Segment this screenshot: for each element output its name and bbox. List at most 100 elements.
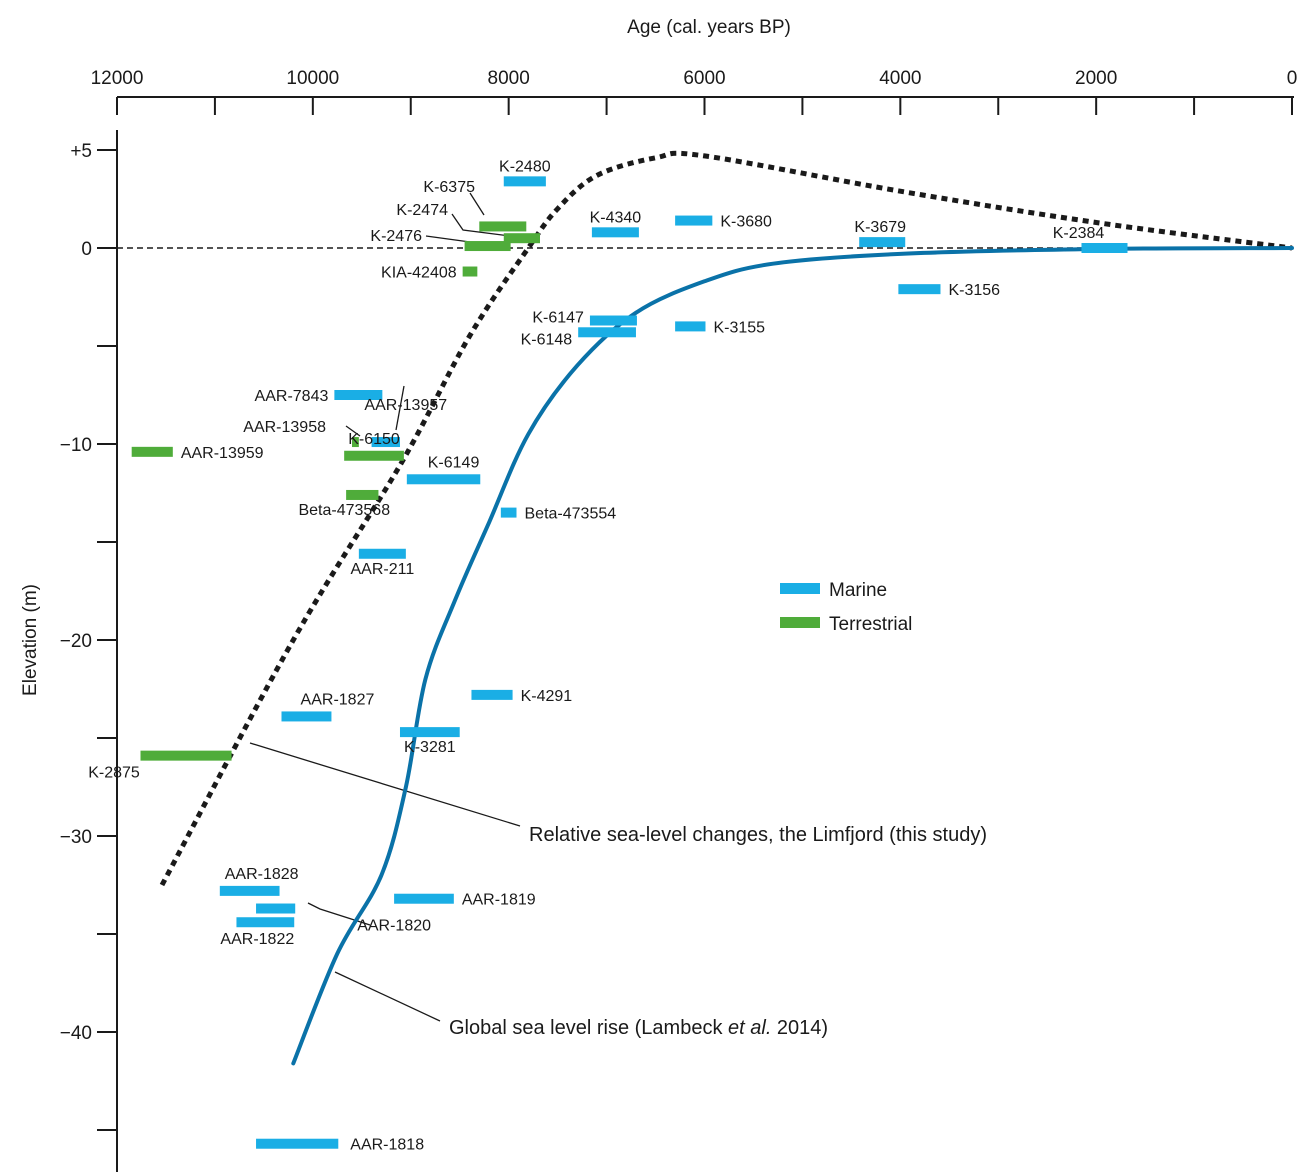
y-tick-label: −20 (60, 631, 92, 652)
sample-bar (898, 284, 941, 295)
global-sea-level-curve (291, 246, 1294, 1066)
sample-bar (236, 917, 295, 928)
sample-bar (479, 221, 527, 232)
sample-label: AAR-13958 (243, 419, 326, 436)
sample-label: Beta-473568 (298, 502, 390, 519)
sample-label: K-6148 (521, 331, 573, 348)
sample-label: AAR-1819 (462, 892, 536, 909)
legend: Marine Terrestrial (780, 580, 912, 635)
sample-bar (256, 903, 296, 914)
sample-label: K-6150 (348, 431, 400, 448)
sample-bar (471, 689, 513, 700)
sample-label: K-3156 (948, 282, 1000, 299)
sample-label: K-3679 (854, 219, 906, 236)
sample-label: K-6375 (423, 179, 475, 196)
y-tick-label: −30 (60, 827, 92, 848)
sample-label: AAR-211 (350, 561, 414, 578)
leader-relative-curve (249, 742, 521, 827)
sample-label: K-3680 (720, 214, 772, 231)
sample-label: AAR-7843 (255, 388, 329, 405)
sample-label: AAR-13957 (364, 397, 447, 414)
sample-bars (131, 176, 1128, 1149)
sample-bar (591, 227, 639, 238)
sample-label: K-3281 (404, 739, 456, 756)
sample-label: K-2875 (88, 765, 140, 782)
sample-label: K-6147 (532, 310, 584, 327)
sea-level-curves (159, 150, 1294, 1066)
sample-bar (675, 215, 713, 226)
leader-aar-1820 (307, 902, 371, 926)
sample-bar (371, 437, 400, 448)
sample-label: AAR-1818 (350, 1137, 424, 1154)
sample-label: KIA-42408 (381, 265, 457, 282)
sample-bar (394, 893, 454, 904)
sample-bar (578, 327, 636, 338)
sample-bar (256, 1138, 339, 1149)
sample-bar (399, 727, 460, 738)
legend-terrestrial-swatch (780, 617, 820, 628)
sample-bar (346, 489, 379, 500)
x-tick-label: 8000 (488, 68, 530, 89)
leader-global-curve (334, 971, 441, 1022)
leader-k-6375 (469, 192, 485, 216)
sample-label: K-6149 (428, 454, 480, 471)
y-tick-label: −40 (60, 1023, 92, 1044)
sample-bar (281, 711, 332, 722)
sample-bar (464, 241, 511, 252)
sample-label: K-2474 (396, 202, 448, 219)
leader-lines (249, 192, 521, 1022)
y-tick-label: 0 (81, 239, 92, 260)
sample-bar (503, 176, 546, 187)
x-tick-label: 2000 (1075, 68, 1117, 89)
sample-label: K-2480 (499, 158, 551, 175)
y-tick-label: −10 (60, 435, 92, 456)
x-axis-title: Age (cal. years BP) (627, 17, 791, 38)
relative-sea-level-curve (159, 150, 1293, 887)
leader-aar-13957 (395, 385, 405, 431)
sample-bar (503, 233, 540, 244)
annotation-global-italic: et al. (728, 1017, 771, 1039)
sample-labels: K-2480 K-6375 K-2474 K-2476 KIA-42408 K-4340 K… (88, 158, 1104, 1153)
annotation-global-pre: Global sea level rise (Lambeck (449, 1017, 728, 1039)
sample-bar (1081, 243, 1128, 253)
leader-k-2476 (425, 235, 471, 243)
sample-label: AAR-1828 (225, 866, 299, 883)
sample-bar (131, 446, 173, 457)
annotation-global-sea-level: Global sea level rise (Lambeck et al. 20… (449, 1017, 828, 1039)
sample-bar (406, 474, 481, 485)
sample-label: AAR-1822 (220, 931, 294, 948)
sample-bar (344, 450, 404, 461)
leader-k-2474 (451, 213, 511, 237)
sample-label: K-2384 (1053, 225, 1105, 242)
sample-bar (334, 390, 383, 400)
x-tick-label: 12000 (91, 68, 144, 89)
sample-bar (140, 750, 232, 761)
y-axis-title: Elevation (m) (20, 584, 41, 696)
legend-marine-label: Marine (829, 580, 887, 601)
sample-bar (859, 237, 906, 248)
sample-label: AAR-1820 (357, 918, 431, 935)
annotation-relative-sea-level: Relative sea-level changes, the Limfjord… (529, 824, 987, 846)
sample-label: AAR-1827 (301, 691, 375, 708)
y-tick-label: +5 (70, 141, 92, 162)
sample-label: K-4340 (590, 209, 642, 226)
sample-bar (589, 315, 637, 326)
legend-marine-swatch (780, 583, 820, 594)
sample-label: K-3155 (713, 319, 765, 336)
annotation-global-post: 2014) (771, 1017, 828, 1039)
axes (97, 96, 1294, 1172)
sample-bar (675, 321, 706, 332)
x-tick-label: 4000 (879, 68, 921, 89)
sample-bar (500, 507, 517, 518)
x-tick-label: 10000 (286, 68, 339, 89)
x-tick-labels: 12000 10000 8000 6000 4000 2000 0 (91, 68, 1298, 89)
y-tick-labels: +5 0 −10 −20 −30 −40 (60, 141, 92, 1044)
x-tick-label: 6000 (683, 68, 725, 89)
sample-label: AAR-13959 (181, 445, 264, 462)
sample-label: K-2476 (370, 228, 422, 245)
sample-bar (358, 548, 406, 559)
sample-bar (462, 266, 478, 277)
sample-label: K-4291 (521, 688, 573, 705)
x-tick-label: 0 (1287, 68, 1298, 89)
